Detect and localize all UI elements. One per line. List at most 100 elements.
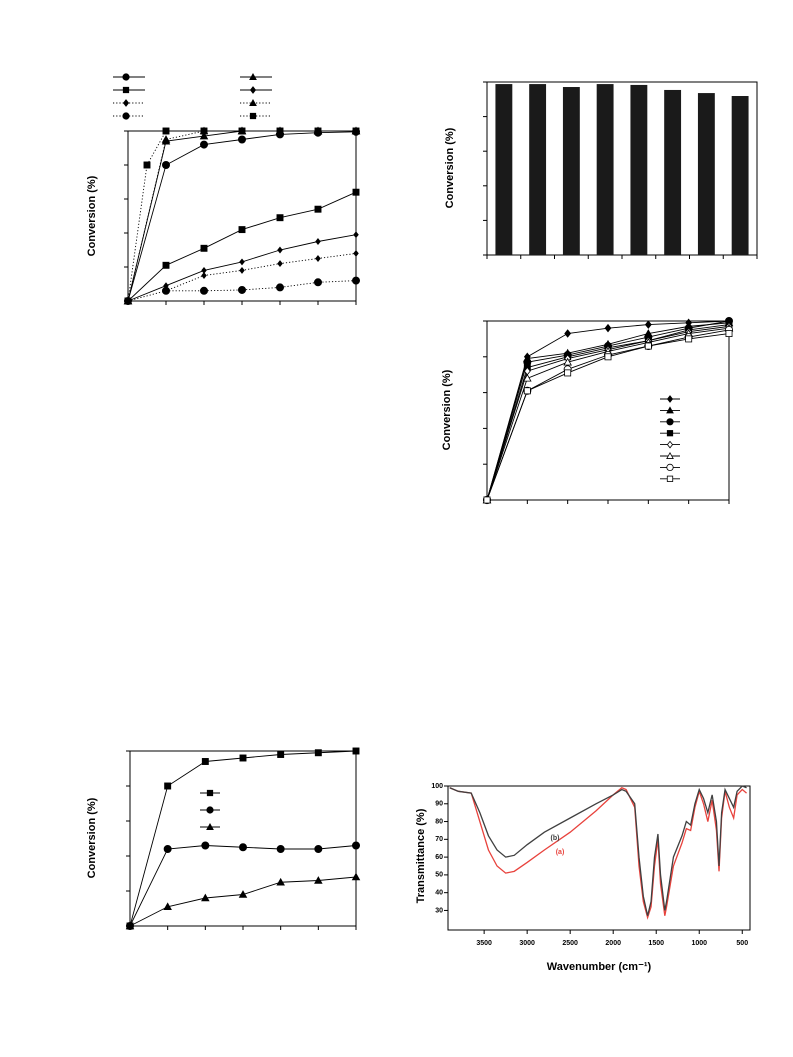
point: [315, 255, 321, 262]
legend-marker: [249, 86, 257, 94]
x-tick-label: 1000: [691, 940, 707, 947]
point: [238, 843, 247, 852]
legend-marker: [666, 475, 674, 482]
series-line: [129, 876, 357, 927]
point: [277, 246, 283, 254]
point: [239, 754, 247, 762]
point: [201, 758, 209, 765]
point: [201, 266, 207, 274]
point: [277, 260, 283, 268]
point: [314, 127, 322, 135]
point: [199, 140, 208, 149]
point: [604, 353, 612, 361]
point: [352, 747, 360, 755]
series-line: [449, 785, 747, 916]
y-tick-label: 50: [435, 872, 443, 879]
point: [564, 369, 572, 377]
point: [644, 320, 652, 329]
legend-marker: [249, 72, 257, 80]
x-tick-label: 1500: [648, 940, 664, 947]
point: [351, 872, 361, 881]
point: [161, 135, 171, 143]
point: [199, 131, 209, 140]
point: [237, 285, 246, 294]
point: [143, 161, 151, 169]
point: [163, 282, 169, 290]
series-line: [129, 845, 357, 927]
x-tick-label: 3000: [519, 940, 535, 947]
point: [200, 127, 208, 135]
point: [163, 902, 172, 911]
point: [201, 841, 210, 850]
x-axis-title: Wavenumber (cm⁻¹): [547, 961, 652, 973]
y-tick-label: 40: [435, 890, 443, 897]
point: [163, 845, 172, 854]
y-tick-label: 30: [435, 907, 443, 914]
x-tick-label: 2000: [605, 940, 621, 947]
point: [276, 214, 284, 222]
point: [238, 890, 248, 898]
point: [276, 845, 285, 854]
legend-marker: [206, 789, 214, 797]
point: [201, 893, 210, 902]
plot-frame: [486, 81, 758, 256]
y-axis-title: Conversion (%): [86, 175, 98, 256]
legend-marker: [122, 86, 130, 94]
legend-marker: [666, 395, 674, 403]
legend-marker: [666, 430, 674, 437]
y-axis-title: Conversion (%): [86, 797, 98, 878]
bar: [630, 84, 648, 255]
point: [238, 226, 246, 234]
point: [239, 266, 245, 274]
point: [351, 276, 360, 285]
point: [725, 330, 733, 337]
series-line: [166, 280, 357, 292]
series-line: [127, 191, 357, 302]
bar: [697, 93, 715, 256]
y-axis-title: Conversion (%): [444, 127, 456, 208]
point: [314, 845, 323, 854]
series-line: [129, 750, 357, 927]
point: [125, 921, 135, 930]
point: [314, 876, 323, 884]
point: [164, 782, 172, 790]
plot-frame: [447, 785, 751, 931]
point: [313, 278, 322, 287]
point: [276, 127, 284, 135]
point: [199, 286, 208, 295]
point: [162, 127, 170, 135]
bar: [731, 96, 749, 255]
bar: [529, 84, 547, 256]
bar: [664, 89, 682, 255]
series-label: (a): [556, 849, 565, 856]
x-tick-label: 3500: [476, 940, 492, 947]
series-line: [449, 787, 747, 920]
point: [275, 283, 284, 292]
legend-marker: [666, 463, 674, 471]
point: [353, 249, 359, 257]
y-tick-label: 60: [435, 854, 443, 861]
point: [277, 751, 285, 758]
bar: [495, 84, 513, 256]
point: [314, 749, 322, 757]
point: [685, 335, 693, 343]
legend-marker: [666, 418, 674, 426]
legend-marker: [122, 99, 130, 107]
bar: [596, 84, 614, 256]
point: [314, 205, 322, 213]
legend-marker: [666, 406, 674, 414]
point: [644, 342, 652, 350]
point: [239, 258, 245, 266]
legend-marker: [666, 451, 674, 459]
point: [162, 261, 170, 269]
legend-marker: [666, 440, 674, 449]
point: [563, 357, 572, 366]
x-tick-label: 2500: [562, 940, 578, 947]
legend-marker: [206, 806, 214, 814]
legend-marker: [122, 73, 130, 81]
y-tick-label: 80: [435, 818, 443, 825]
point: [523, 387, 531, 395]
y-axis-title: Conversion (%): [441, 369, 453, 450]
series-label: (b): [551, 835, 560, 842]
